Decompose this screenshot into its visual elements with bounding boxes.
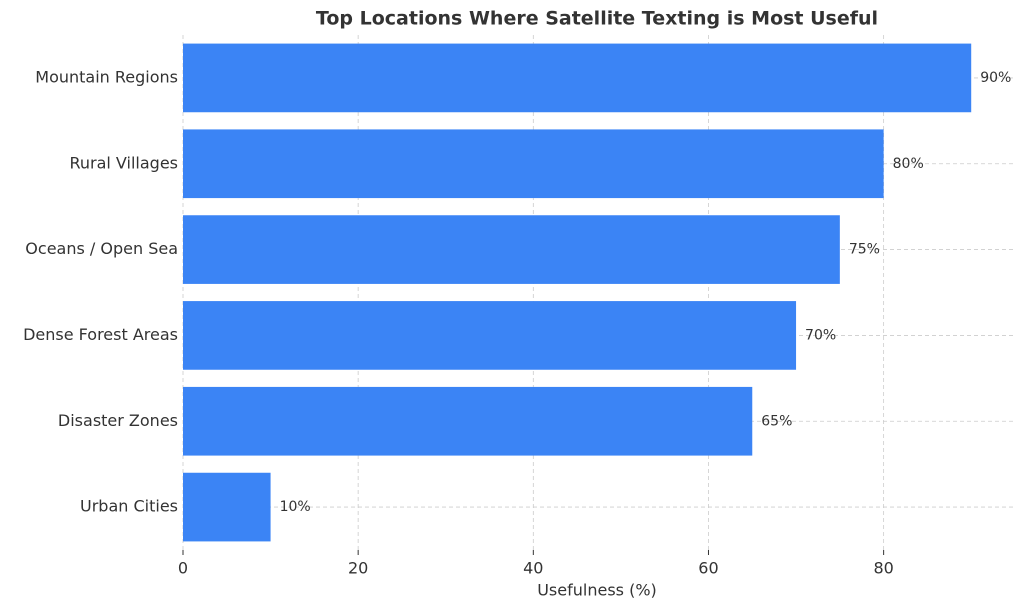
x-axis-label: Usefulness (%) — [537, 581, 657, 600]
value-label: 80% — [893, 156, 924, 172]
bar — [183, 386, 753, 456]
y-tick-label: Urban Cities — [80, 497, 178, 516]
y-tick-label: Mountain Regions — [35, 67, 178, 86]
y-tick-label: Rural Villages — [69, 153, 178, 172]
x-tick-label: 20 — [348, 559, 368, 578]
bar — [183, 301, 797, 370]
bar — [183, 129, 884, 199]
value-label: 10% — [280, 499, 311, 515]
x-tick-label: 60 — [698, 559, 718, 578]
bar — [183, 472, 271, 542]
value-label: 65% — [761, 413, 792, 429]
y-tick-label: Disaster Zones — [58, 411, 178, 430]
chart-title: Top Locations Where Satellite Texting is… — [316, 8, 878, 30]
y-tick-label: Dense Forest Areas — [23, 325, 178, 344]
x-tick-label: 0 — [178, 559, 188, 578]
x-tick-label: 40 — [523, 559, 543, 578]
value-label: 90% — [980, 70, 1011, 86]
x-tick-label: 80 — [873, 559, 893, 578]
bar — [183, 43, 972, 113]
value-label: 70% — [805, 327, 836, 343]
value-label: 75% — [849, 242, 880, 258]
bar — [183, 215, 840, 284]
y-tick-label: Oceans / Open Sea — [25, 239, 178, 258]
